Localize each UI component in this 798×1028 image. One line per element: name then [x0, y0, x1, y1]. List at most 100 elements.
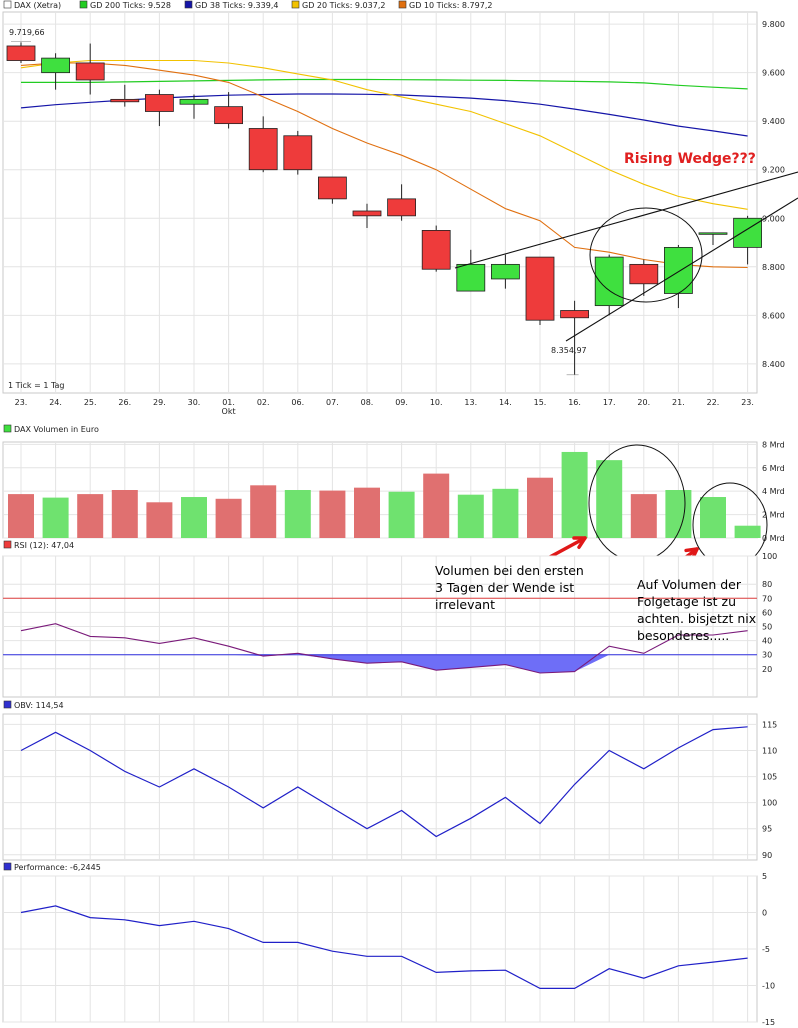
obv-y-tick-label: 90 — [762, 851, 772, 860]
volume-bar — [8, 494, 34, 538]
annotation-text-1-line: 3 Tagen der Wende ist — [435, 580, 574, 595]
candle-body-down — [317, 176, 347, 200]
candle — [317, 176, 347, 204]
annotation-text-1-line: irrelevant — [435, 597, 495, 612]
obv-panel-frame — [2, 713, 758, 861]
x-tick-label: 14. — [499, 398, 512, 407]
legend-entry: GD 10 Ticks: 8.797,2 — [409, 1, 492, 10]
annotation-text-2-line: besonderes..... — [637, 628, 729, 643]
candle — [41, 53, 70, 90]
volume-y-tick-label: 8 Mrd — [762, 440, 785, 449]
legend-entry: GD 200 Ticks: 9.528 — [90, 1, 171, 10]
candle — [6, 42, 36, 63]
rising-wedge-annotation: Rising Wedge??? — [624, 151, 756, 167]
candle-body-down — [6, 45, 36, 61]
volume-y-tick-label: 6 Mrd — [762, 464, 785, 473]
candle — [110, 84, 140, 107]
price-y-tick-label: 9.600 — [762, 69, 785, 78]
candle-body-up — [664, 246, 693, 294]
obv-y-tick-label: 100 — [762, 799, 777, 808]
rsi-panel-title-swatch — [3, 540, 12, 549]
volume-bar — [388, 491, 415, 538]
rsi-line — [20, 623, 748, 674]
rsi-y-tick-label: 40 — [762, 637, 772, 646]
candle — [664, 244, 693, 309]
volume-bar — [181, 497, 207, 538]
candle-body-down — [352, 210, 382, 217]
price-y-tick-label: 8.800 — [762, 263, 785, 272]
volume-bar — [146, 502, 173, 538]
candle-body-up — [179, 98, 209, 105]
rsi-panel-title: RSI (12): 47,04 — [14, 541, 74, 550]
volume-bar — [492, 488, 519, 538]
candle-body-up — [698, 232, 728, 235]
price-y-tick-label: 8.400 — [762, 360, 785, 369]
high-label: 9.719,66 — [9, 28, 45, 37]
performance-panel: -15 -10 -5 0 5 — [2, 872, 775, 1027]
candle-body-down — [110, 98, 140, 103]
obv-y-tick-label: 110 — [762, 747, 777, 756]
candle — [214, 92, 244, 129]
x-tick-label: 13. — [464, 398, 477, 407]
candle — [75, 43, 105, 95]
rsi-y-tick-label: 20 — [762, 665, 772, 674]
wedge-upper-line — [454, 171, 798, 269]
legend-swatch — [3, 0, 12, 9]
candle — [560, 300, 589, 375]
x-tick-label: 25. — [84, 398, 97, 407]
ma20-line — [20, 59, 748, 210]
volume-panel-title: DAX Volumen in Euro — [14, 425, 99, 434]
x-month-label: Okt — [222, 407, 236, 416]
x-tick-label: 30. — [188, 398, 201, 407]
candle-body-down — [421, 230, 451, 270]
candle-body-up — [490, 263, 520, 280]
legend-entry: GD 38 Ticks: 9.339,4 — [195, 1, 278, 10]
volume-bar — [665, 490, 692, 538]
candle — [144, 89, 174, 127]
x-tick-label: 26. — [118, 398, 131, 407]
obv-panel-title-swatch — [3, 700, 12, 709]
annotation-text-1-line: Volumen bei den ersten — [435, 563, 584, 578]
wedge-lower-line — [565, 197, 798, 342]
x-tick-label: 15. — [534, 398, 547, 407]
performance-line — [20, 905, 748, 989]
candle-body-down — [387, 198, 417, 217]
x-tick-label: 20. — [637, 398, 650, 407]
x-tick-label: 01. — [222, 398, 235, 407]
low-label: 8.354,97 — [551, 346, 587, 355]
x-tick-label: 16. — [568, 398, 581, 407]
volume-bar — [457, 494, 484, 538]
volume-bar — [42, 497, 69, 538]
volume-bar — [111, 490, 138, 538]
rsi-y-tick-label: 100 — [762, 552, 777, 561]
x-tick-label: 22. — [707, 398, 720, 407]
candle — [698, 232, 728, 245]
volume-bar — [319, 490, 346, 538]
ma200-line — [21, 78, 748, 90]
price-y-tick-label: 9.000 — [762, 214, 785, 223]
performance-y-tick-label: 0 — [762, 909, 767, 918]
legend-swatch — [398, 0, 407, 9]
candle-body-down — [214, 106, 244, 125]
volume-bar — [77, 494, 104, 538]
performance-y-tick-label: -10 — [762, 982, 775, 991]
x-tick-label: 06. — [291, 398, 304, 407]
x-tick-label: 08. — [361, 398, 374, 407]
price-y-tick-label: 9.400 — [762, 117, 785, 126]
candle — [456, 249, 486, 292]
price-panel-frame — [2, 11, 758, 394]
candle-body-down — [629, 263, 659, 285]
volume-bar — [596, 460, 623, 538]
rsi-panel: 20 30 40 50 60 70 80 100 — [2, 552, 777, 698]
candle — [421, 225, 451, 272]
rsi-y-tick-label: 60 — [762, 608, 772, 617]
rsi-y-tick-label: 50 — [762, 623, 772, 632]
price-y-tick-label: 9.800 — [762, 20, 785, 29]
performance-panel-title-swatch — [3, 862, 12, 871]
annotation-text-2-line: achten. bisjetzt nix — [637, 611, 756, 626]
volume-bar — [215, 498, 242, 538]
price-y-tick-label: 9.200 — [762, 166, 785, 175]
highlight-circle — [589, 207, 703, 303]
rsi-y-tick-label: 80 — [762, 580, 772, 589]
